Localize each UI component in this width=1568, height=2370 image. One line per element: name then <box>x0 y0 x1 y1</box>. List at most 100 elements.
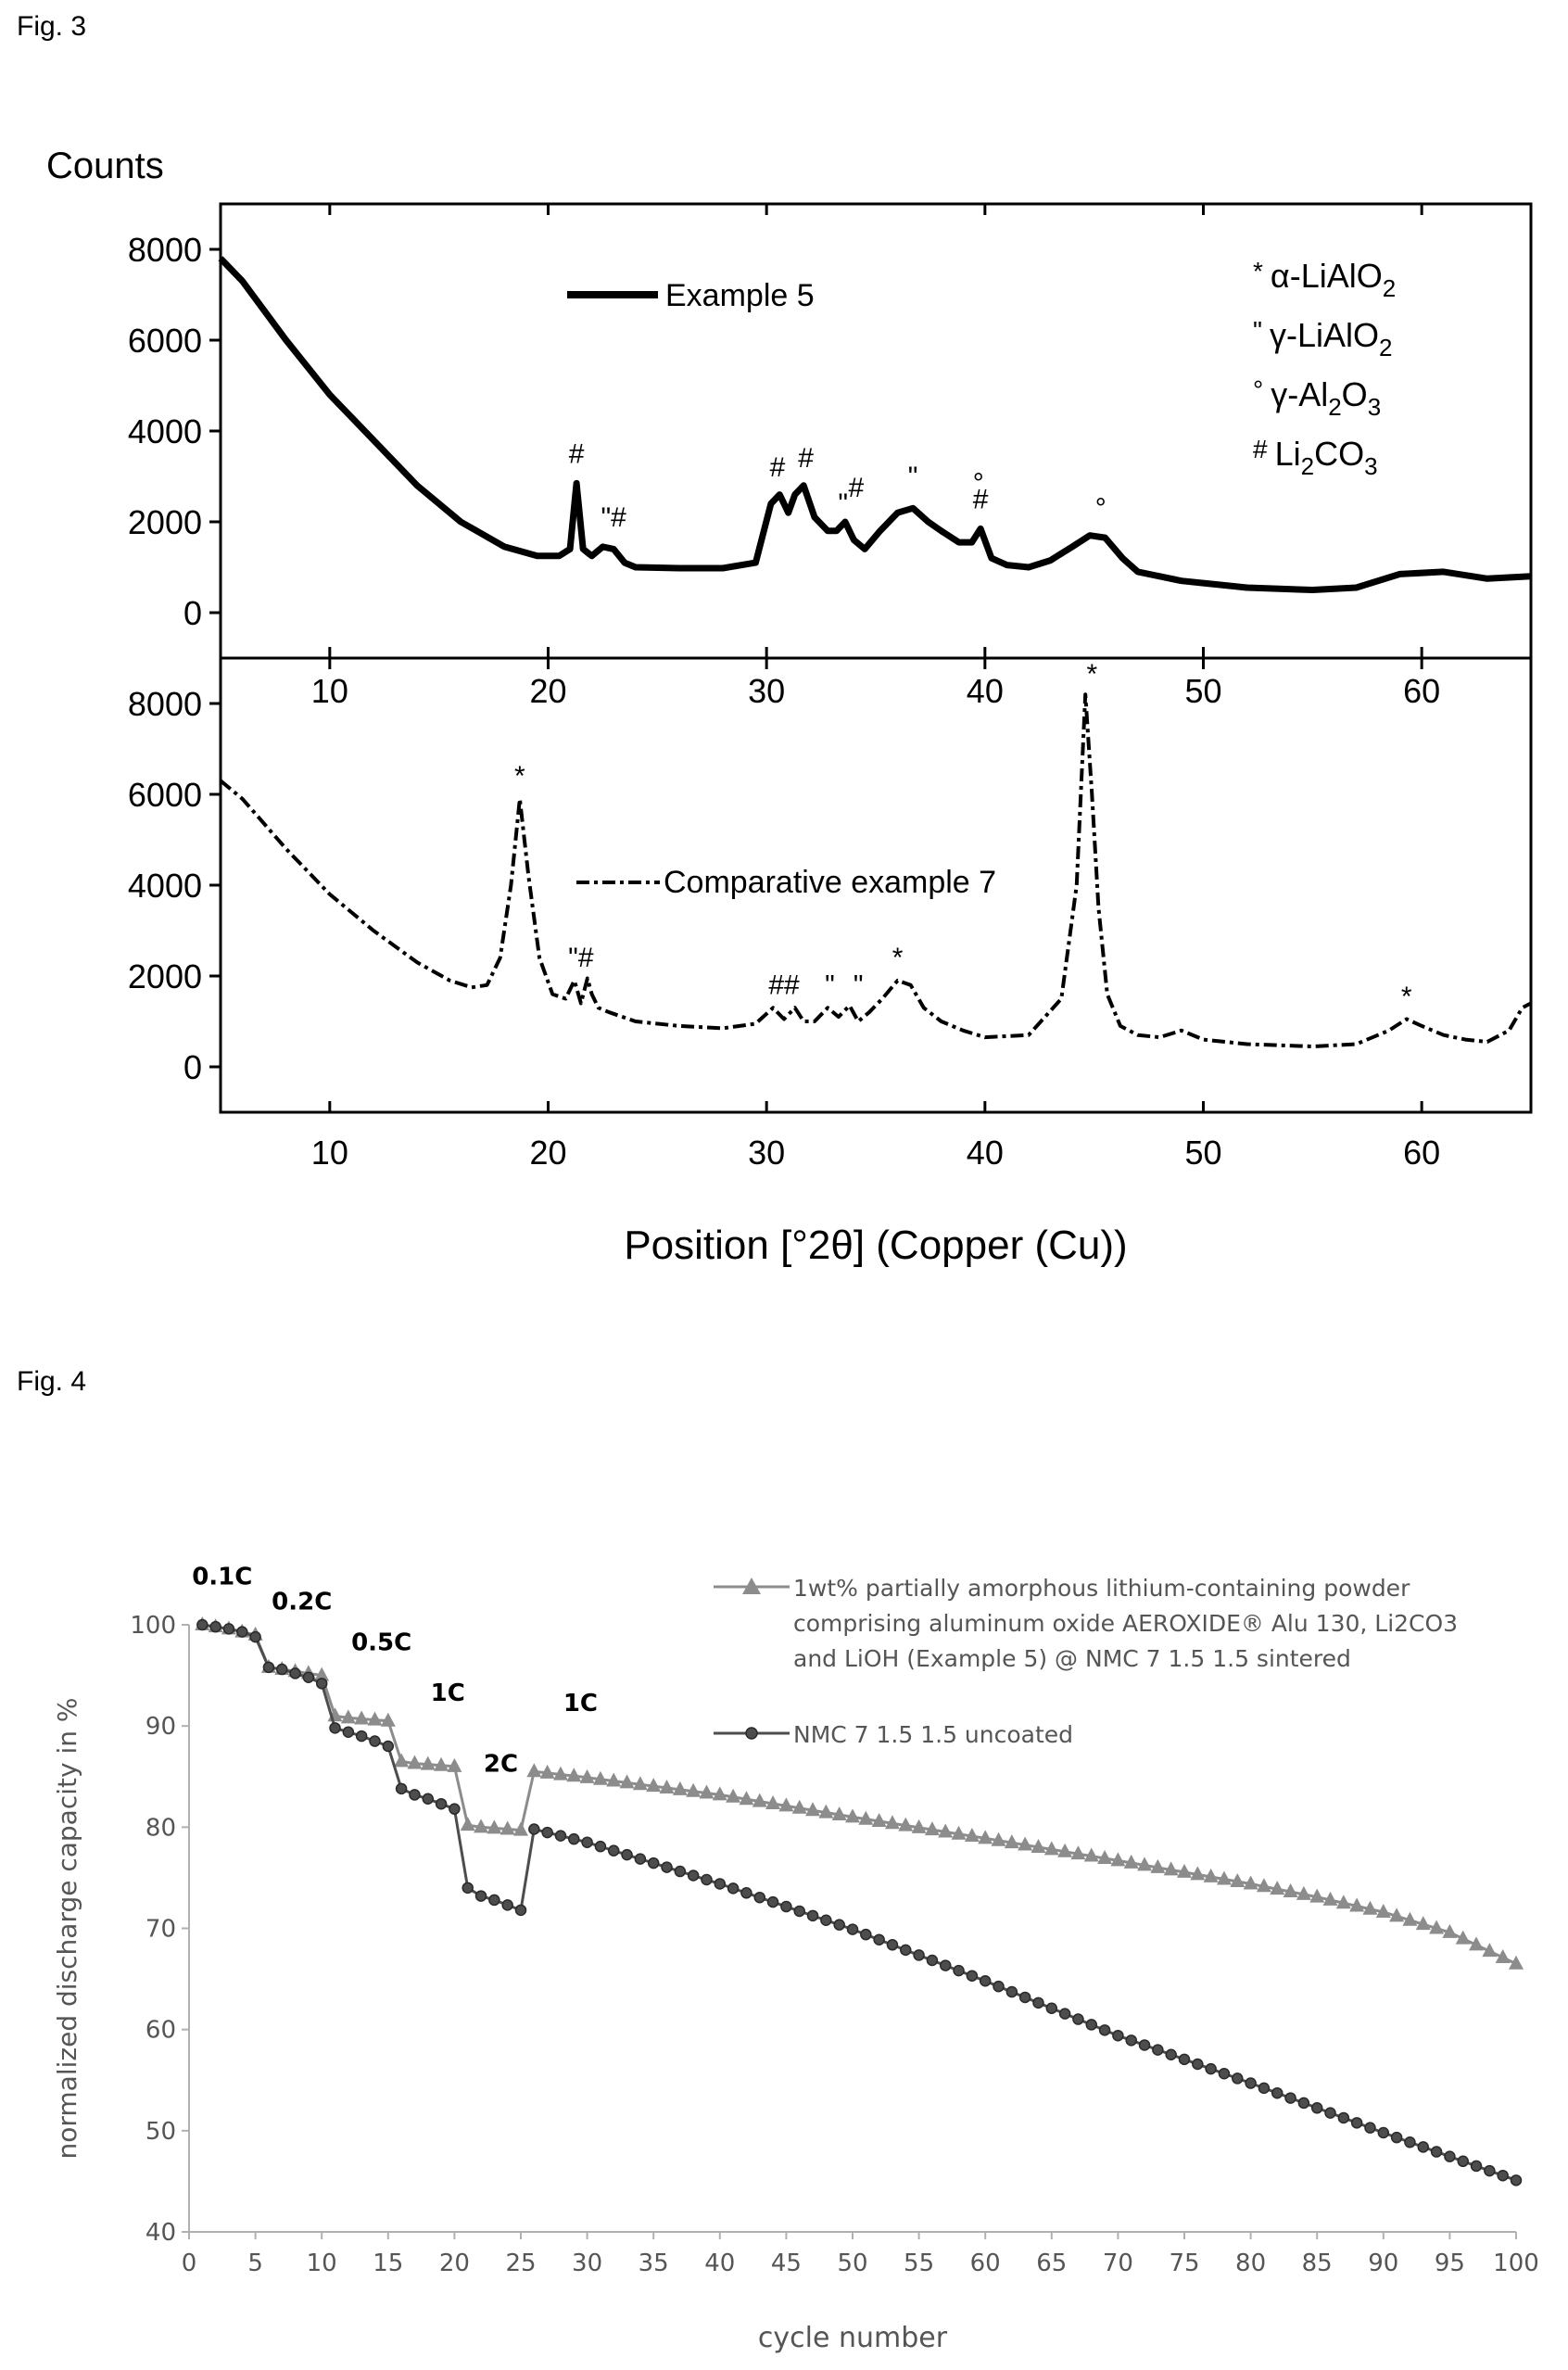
x-tick-label: 35 <box>639 2250 669 2277</box>
data-point-triangle <box>871 1813 887 1828</box>
x-axis-title: Position [°2θ] (Copper (Cu)) <box>624 1223 1127 1268</box>
data-point-triangle <box>474 1819 489 1833</box>
peak-annotation: " <box>908 462 918 492</box>
data-point-circle <box>369 1735 381 1747</box>
legend-label-coated: and LiOH (Example 5) @ NMC 7 1.5 1.5 sin… <box>793 1645 1351 1672</box>
data-point-triangle <box>539 1764 555 1779</box>
data-point-circle <box>1497 2169 1509 2182</box>
data-point-circle <box>806 1909 819 1922</box>
data-point-triangle <box>659 1779 675 1793</box>
data-point-triangle <box>1296 1885 1311 1900</box>
legend-label-example-5: Example 5 <box>665 278 815 313</box>
x-tick-label: 20 <box>439 2250 470 2277</box>
data-point-circle <box>913 1949 925 1961</box>
data-point-triangle <box>964 1828 980 1843</box>
data-point-circle <box>541 1826 553 1839</box>
x-tick-label: 65 <box>1036 2250 1067 2277</box>
data-point-circle <box>701 1873 713 1886</box>
data-point-triangle <box>1031 1838 1046 1853</box>
x-tick-label: 50 <box>837 2250 867 2277</box>
data-point-circle <box>329 1722 341 1734</box>
data-point-triangle <box>1070 1845 1086 1860</box>
data-point-circle <box>1258 2082 1271 2095</box>
data-point-triangle <box>340 1709 356 1724</box>
data-point-circle <box>1444 2150 1456 2162</box>
data-point-triangle <box>1150 1858 1166 1873</box>
data-point-triangle <box>1402 1911 1418 1926</box>
data-point-triangle <box>354 1710 370 1725</box>
peak-annotation: ° <box>973 468 984 499</box>
c-rate-label: 2C <box>484 1750 518 1778</box>
data-point-circle <box>1404 2136 1416 2148</box>
peak-annotation: " <box>838 488 848 519</box>
data-point-circle <box>275 1663 288 1676</box>
data-point-triangle <box>632 1776 648 1791</box>
data-point-circle <box>1152 2044 1164 2056</box>
data-point-circle <box>315 1678 328 1690</box>
peak-annotation: * <box>1401 982 1412 1012</box>
data-point-triangle <box>818 1804 834 1819</box>
data-point-triangle <box>646 1778 662 1793</box>
data-point-circle <box>594 1840 607 1853</box>
data-point-circle <box>647 1857 660 1869</box>
data-point-triangle <box>434 1756 449 1771</box>
data-point-triangle <box>712 1786 727 1801</box>
legend-label-coated: comprising aluminum oxide AEROXIDE® Alu … <box>793 1610 1458 1637</box>
data-point-triangle <box>1389 1907 1405 1922</box>
y-axis-title: normalized discharge capacity in % <box>52 1698 82 2160</box>
data-point-triangle <box>898 1817 914 1831</box>
data-point-circle <box>860 1928 872 1941</box>
y-tick-label: 70 <box>145 1916 176 1944</box>
data-point-triangle <box>1482 1943 1498 1958</box>
data-point-circle <box>568 1832 580 1845</box>
data-point-triangle <box>831 1806 847 1821</box>
x-tick-label: 30 <box>748 1134 785 1172</box>
legend-marker-circle <box>745 1727 758 1740</box>
x-tick-label: 75 <box>1169 2250 1199 2277</box>
peak-annotation: * <box>892 943 904 973</box>
x-tick-label: 30 <box>572 2250 602 2277</box>
peak-annotation: # <box>848 473 864 503</box>
data-point-triangle <box>513 1821 528 1836</box>
data-point-circle <box>674 1865 687 1878</box>
data-point-triangle <box>791 1799 807 1814</box>
data-point-circle <box>488 1894 500 1907</box>
y-tick-label: 4000 <box>128 867 202 905</box>
data-point-triangle <box>765 1795 781 1810</box>
legend-marker-triangle <box>742 1578 761 1594</box>
bottom-series-line <box>219 692 1532 1048</box>
y-tick-label: 50 <box>145 2118 176 2146</box>
data-point-triangle <box>1230 1872 1246 1887</box>
data-point-triangle <box>1335 1895 1351 1909</box>
y-tick-label: 40 <box>145 2219 176 2247</box>
data-point-circle <box>342 1726 355 1738</box>
data-point-triangle <box>380 1712 396 1727</box>
data-point-triangle <box>1309 1888 1325 1903</box>
peak-annotation: # <box>569 438 585 469</box>
data-point-circle <box>1232 2072 1244 2085</box>
data-point-triangle <box>1415 1916 1431 1931</box>
x-tick-label: 60 <box>1403 1134 1440 1172</box>
data-point-circle <box>581 1836 593 1848</box>
data-point-circle <box>1005 1985 1018 1998</box>
data-point-circle <box>1138 2039 1151 2051</box>
y-axis-title: Counts <box>46 146 164 186</box>
x-tick-label: 60 <box>970 2250 1001 2277</box>
data-point-triangle <box>1083 1847 1099 1862</box>
data-point-triangle <box>1283 1882 1298 1897</box>
data-point-circle <box>966 1970 979 1982</box>
data-point-circle <box>621 1848 633 1861</box>
data-point-triangle <box>1243 1875 1258 1890</box>
peak-annotation: "# <box>568 943 594 973</box>
data-point-circle <box>1430 2146 1443 2158</box>
x-tick-label: 45 <box>771 2250 802 2277</box>
y-tick-label: 2000 <box>128 503 202 541</box>
data-point-circle <box>727 1882 740 1895</box>
legend-label-coated: 1wt% partially amorphous lithium-contain… <box>793 1575 1410 1602</box>
data-point-circle <box>1098 2024 1111 2036</box>
data-point-circle <box>766 1895 779 1908</box>
peak-annotation: " <box>854 970 864 1001</box>
legend-label-uncoated: NMC 7 1.5 1.5 uncoated <box>793 1721 1073 1748</box>
top-series-line <box>218 256 1532 593</box>
